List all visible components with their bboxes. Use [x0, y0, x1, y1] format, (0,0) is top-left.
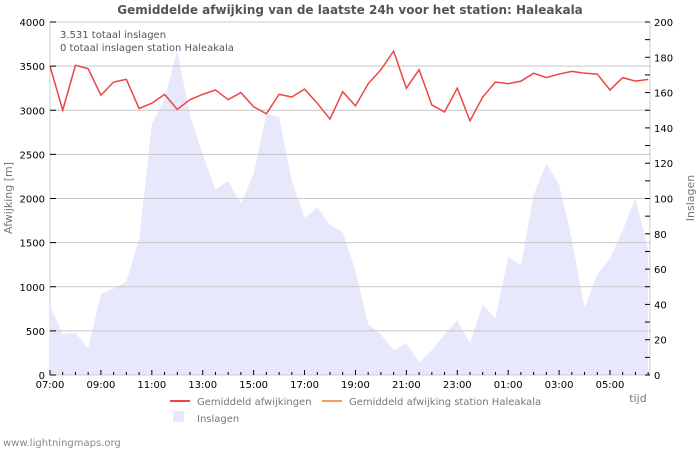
legend-label: Inslagen: [197, 414, 239, 425]
y-tick-label: 1500: [20, 239, 45, 250]
y-tick-label: 2500: [20, 150, 45, 161]
y-axis-right-label: Inslagen: [684, 175, 697, 221]
legend-item-gemiddeld-afwijkingen: Gemiddeld afwijkingen: [170, 397, 312, 408]
x-tick-label: 19:00: [341, 380, 370, 391]
series-line: [49, 49, 649, 123]
y2-tick-label: 180: [654, 53, 673, 64]
x-tick-label: 07:00: [36, 380, 65, 391]
y2-tick-label: 120: [654, 159, 673, 170]
y2-tick-label: 60: [654, 265, 667, 276]
y-tick-label: 0: [39, 371, 45, 382]
x-axis-label: tijd: [629, 392, 646, 405]
y2-tick-label: 0: [654, 371, 660, 382]
footer-credit: www.lightningmaps.org: [3, 438, 121, 449]
y2-tick-label: 20: [654, 336, 667, 347]
x-tick-label: 03:00: [545, 380, 574, 391]
gridlines: [50, 65, 650, 332]
x-tick-label: 09:00: [86, 380, 115, 391]
plot-area: 07:00 09:00 11:00 13:00 15:00 17:00 19:00 21:00…: [36, 21, 651, 391]
x-tick-label: 15:00: [239, 380, 268, 391]
y-tick-label: 500: [26, 327, 45, 338]
inslagen-area-path: [50, 50, 649, 376]
y-tick-label: 1000: [20, 283, 45, 294]
x-tick-label: 13:00: [188, 380, 217, 391]
legend-label: Gemiddeld afwijkingen: [197, 397, 312, 408]
y-axis-left-label: Afwijking [m]: [2, 162, 15, 234]
legend-item-inslagen: Inslagen: [173, 411, 239, 425]
y-axis-left: 0 500 1000 1500 2000 2500 3000 3500 4000: [20, 18, 56, 382]
y2-tick-label: 200: [654, 18, 673, 29]
y2-tick-label: 100: [654, 195, 673, 206]
y2-tick-label: 80: [654, 230, 667, 241]
y-axis-right: 0 20 40 60 80 100 120 140 160 180 200: [645, 18, 673, 382]
y2-tick-label: 40: [654, 300, 667, 311]
y-tick-label: 3000: [20, 106, 45, 117]
legend: Gemiddeld afwijkingen Gemiddeld afwijkin…: [170, 397, 541, 425]
x-tick-label: 21:00: [392, 380, 421, 391]
y-tick-label: 4000: [20, 18, 45, 29]
chart-title: Gemiddelde afwijking van de laatste 24h …: [117, 3, 583, 17]
legend-item-station-afwijking: Gemiddeld afwijking station Haleakala: [322, 397, 541, 408]
x-tick-label: 17:00: [290, 380, 319, 391]
legend-label: Gemiddeld afwijking station Haleakala: [349, 397, 541, 408]
afwijking-line: [49, 49, 649, 123]
x-tick-label: 01:00: [494, 380, 523, 391]
total-strikes-annotation: 3.531 totaal inslagen: [60, 30, 166, 41]
station-strikes-annotation: 0 totaal inslagen station Haleakala: [60, 43, 234, 54]
x-tick-label: 05:00: [596, 380, 625, 391]
legend-swatch-area-icon: [173, 411, 184, 422]
x-axis-ticks: 07:00 09:00 11:00 13:00 15:00 17:00 19:00 21:00…: [36, 370, 650, 391]
inslagen-area: [50, 50, 649, 376]
x-tick-label: 23:00: [443, 380, 472, 391]
y2-tick-label: 160: [654, 89, 673, 100]
y-tick-label: 3500: [20, 62, 45, 73]
y-tick-label: 2000: [20, 195, 45, 206]
y2-tick-label: 140: [654, 124, 673, 135]
x-tick-label: 11:00: [137, 380, 166, 391]
